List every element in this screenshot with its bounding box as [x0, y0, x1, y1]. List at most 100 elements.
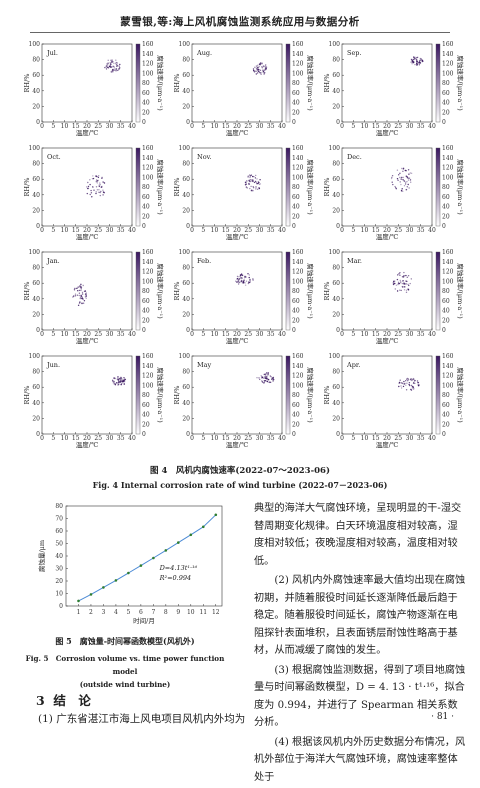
colorbar-label: 腐蚀速率/(μm·a⁻¹) [306, 159, 315, 215]
y-axis-label: RH/% [173, 386, 181, 405]
x-tick-label: 30 [256, 227, 264, 234]
data-point [419, 59, 421, 62]
data-point [402, 190, 404, 192]
data-point [402, 176, 405, 179]
plot-frame [341, 251, 433, 331]
data-point [86, 192, 89, 195]
data-point [80, 283, 82, 286]
x-tick-label: 5 [51, 227, 55, 234]
colorbar-tick-label: 0 [292, 431, 296, 438]
y-tick-label: 40 [332, 400, 340, 407]
x-tick-label: 40 [428, 227, 436, 234]
colorbar-tick-label: 120 [442, 269, 454, 276]
data-point [92, 186, 94, 188]
fig5-y-tick-label: 10 [55, 591, 63, 598]
conclusion-para-1-start: (1) 广东省湛江市海上风电项目风机内外均为 [38, 713, 246, 725]
fig5-y-tick-label: 70 [55, 516, 63, 523]
data-point [96, 182, 99, 184]
data-point [238, 281, 240, 283]
colorbar-tick-label: 120 [442, 373, 454, 380]
colorbar-label: 腐蚀速率/(μm·a⁻¹) [156, 55, 165, 111]
data-point [264, 373, 267, 375]
data-point [253, 175, 255, 178]
data-point [399, 176, 401, 179]
x-tick-label: 25 [394, 435, 402, 442]
data-point [101, 177, 103, 179]
data-point [417, 383, 419, 386]
data-point [111, 59, 113, 61]
data-point [123, 378, 126, 380]
data-point [255, 186, 257, 188]
data-point [112, 65, 114, 67]
data-point [248, 183, 251, 185]
x-axis-label: 温度/℃ [76, 440, 98, 449]
corrosion-panel: 0 5 10 15 20 25 30 35 40 0 20 40 60 80 100 温度/℃ RH/% Aug.… [172, 40, 318, 143]
colorbar-tick-label: 0 [142, 119, 146, 126]
figure-5-caption-cn: 图 5 腐蚀量-时间幂函数模型(风机外) [55, 636, 195, 646]
y-tick-label: 20 [182, 311, 190, 318]
colorbar-tick-label: 120 [142, 373, 154, 380]
x-tick-label: 5 [201, 435, 205, 442]
y-tick-label: 80 [32, 161, 40, 168]
x-tick-label: 15 [222, 123, 230, 130]
y-tick-label: 0 [186, 223, 190, 230]
colorbar-tick-label: 120 [142, 269, 154, 276]
data-point [109, 61, 111, 64]
data-point [402, 280, 404, 282]
data-point [73, 287, 76, 290]
x-tick-label: 40 [428, 123, 436, 130]
x-tick-label: 30 [406, 435, 414, 442]
x-tick-label: 0 [340, 123, 344, 130]
data-point [237, 283, 240, 285]
colorbar [435, 147, 441, 227]
data-point [245, 280, 248, 282]
data-point [89, 183, 91, 186]
colorbar-label: 腐蚀速率/(μm·a⁻¹) [456, 263, 465, 319]
section-title: 结 论 [53, 693, 91, 708]
y-tick-label: 60 [182, 176, 190, 183]
data-point [408, 177, 410, 179]
data-point [401, 282, 403, 285]
data-point [109, 65, 111, 67]
data-point [406, 377, 409, 380]
data-point [396, 290, 399, 292]
data-point [127, 571, 130, 575]
x-tick-label: 10 [61, 331, 69, 338]
colorbar-tick-label: 120 [142, 61, 154, 68]
figure-5-caption-en-line2: (outside wind turbine) [79, 680, 171, 689]
section-heading: 3 结 论 [36, 690, 91, 709]
x-tick-label: 35 [117, 123, 125, 130]
data-point [405, 274, 407, 277]
x-tick-label: 0 [40, 435, 44, 442]
colorbar-tick-label: 0 [292, 327, 296, 334]
colorbar-tick-label: 100 [142, 278, 154, 285]
y-tick-label: 20 [332, 103, 340, 110]
data-point [256, 72, 259, 74]
plot-frame [41, 147, 133, 227]
data-point [263, 73, 265, 75]
data-point [410, 378, 412, 380]
plot-frame [191, 43, 283, 123]
data-point [394, 288, 396, 290]
colorbar [435, 251, 441, 331]
x-tick-label: 30 [256, 331, 264, 338]
data-point [103, 182, 106, 184]
data-point [98, 189, 100, 191]
colorbar-tick-label: 20 [442, 317, 450, 324]
data-point [240, 280, 242, 283]
colorbar-tick-label: 40 [142, 412, 150, 419]
colorbar-tick-label: 160 [292, 145, 304, 152]
colorbar-tick-label: 80 [142, 288, 150, 295]
fig5-x-tick-label: 2 [89, 609, 93, 616]
x-tick-label: 35 [117, 227, 125, 234]
data-point [399, 289, 401, 291]
x-tick-label: 15 [372, 123, 380, 130]
y-tick-label: 0 [36, 119, 40, 126]
data-point [406, 181, 408, 183]
x-axis-label: 温度/℃ [376, 128, 398, 137]
data-point [249, 187, 251, 190]
colorbar-tick-label: 40 [142, 100, 150, 107]
data-point [263, 373, 265, 376]
data-point [79, 285, 82, 288]
y-tick-label: 20 [332, 207, 340, 214]
